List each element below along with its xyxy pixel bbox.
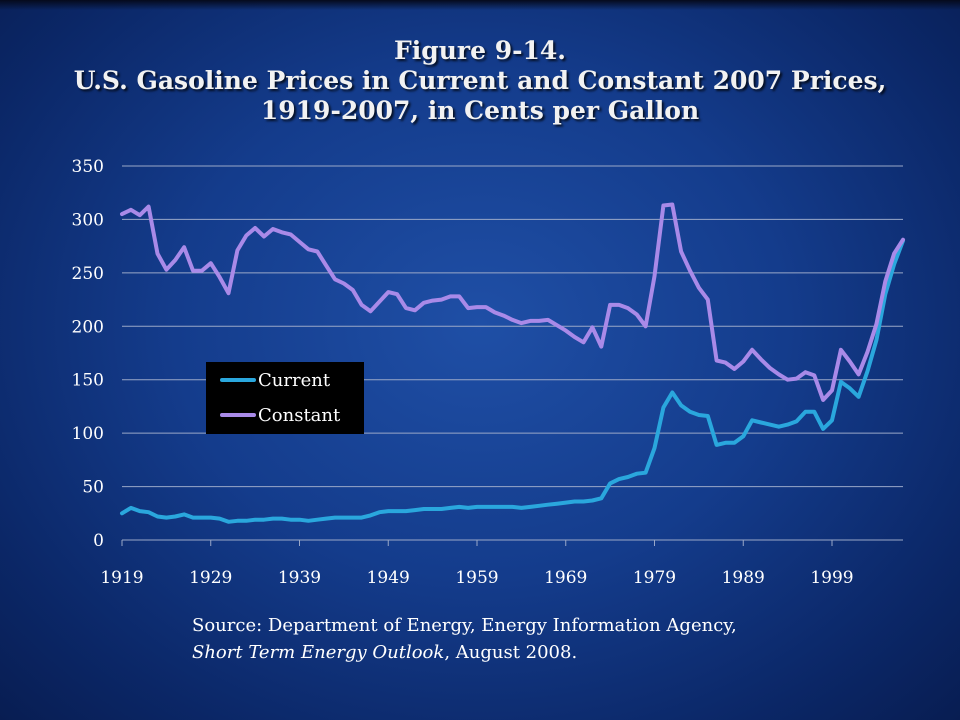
series-line-constant — [120, 202, 905, 402]
y-tick-label: 0 — [93, 531, 104, 551]
x-tick-label: 1929 — [189, 568, 232, 588]
x-tick-label: 1919 — [100, 568, 143, 588]
x-tick-label: 1959 — [455, 568, 498, 588]
series-lines — [120, 202, 905, 524]
x-tick-label: 1969 — [544, 568, 587, 588]
legend-label-current: Current — [258, 370, 331, 391]
source-publication: Short Term Energy Outlook — [192, 642, 445, 663]
y-tick-label: 200 — [72, 317, 104, 337]
source-note: Source: Department of Energy, Energy Inf… — [192, 612, 737, 666]
legend-label-constant: Constant — [258, 405, 341, 426]
x-tick-label: 1979 — [633, 568, 676, 588]
y-tick-label: 300 — [72, 210, 104, 230]
title-line-3: 1919-2007, in Cents per Gallon — [260, 96, 700, 125]
y-tick-label: 50 — [82, 478, 104, 498]
top-band — [0, 0, 960, 10]
x-axis-ticks: 1919 1929 1939 1949 1959 1969 1979 1989 1999 — [100, 540, 854, 588]
legend: Current Constant — [206, 362, 364, 434]
source-date: , August 2008. — [444, 642, 578, 663]
y-tick-label: 100 — [72, 424, 104, 444]
chart-title: Figure 9-14. U.S. Gasoline Prices in Cur… — [0, 36, 960, 126]
legend-box — [206, 362, 364, 434]
x-tick-label: 1949 — [367, 568, 410, 588]
title-line-1: Figure 9-14. — [394, 36, 566, 65]
x-tick-label: 1939 — [278, 568, 321, 588]
y-tick-label: 250 — [72, 264, 104, 284]
y-tick-label: 350 — [72, 157, 104, 177]
series-line-current — [120, 238, 905, 524]
source-line-1: Source: Department of Energy, Energy Inf… — [192, 615, 737, 636]
gridlines — [122, 165, 903, 541]
x-tick-label: 1999 — [810, 568, 853, 588]
x-tick-label: 1989 — [722, 568, 765, 588]
y-tick-label: 150 — [72, 371, 104, 391]
y-axis-ticks: 0 50 100 150 200 250 300 350 — [72, 157, 104, 551]
title-line-2: U.S. Gasoline Prices in Current and Cons… — [73, 66, 887, 95]
source-line-2: Short Term Energy Outlook, August 2008. — [192, 639, 737, 666]
